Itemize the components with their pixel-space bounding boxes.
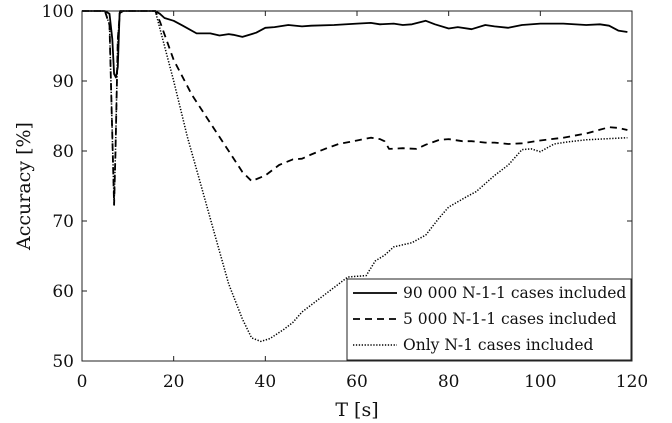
y-tick-label: 70 — [52, 212, 74, 232]
legend-label-1: 90 000 N-1-1 cases included — [403, 284, 626, 302]
x-axis-label: T [s] — [335, 399, 378, 421]
legend: 90 000 N-1-1 cases included 5 000 N-1-1 c… — [346, 278, 632, 361]
x-tick-label: 120 — [616, 372, 648, 392]
y-axis-label: Accuracy [%] — [13, 122, 35, 251]
y-tick-label: 50 — [52, 352, 74, 372]
y-tick-label: 100 — [42, 2, 74, 22]
y-tick-label: 90 — [52, 72, 74, 92]
series-line-1 — [82, 10, 628, 79]
labels-layer: 0 20 40 60 80 100 120 50 60 70 80 90 100 — [42, 2, 649, 392]
x-tick-label: 0 — [77, 372, 88, 392]
x-tick-label: 100 — [524, 372, 556, 392]
x-tick-label: 40 — [255, 372, 277, 392]
y-tick-label: 60 — [52, 282, 74, 302]
x-tick-label: 60 — [346, 372, 368, 392]
x-tick-label: 20 — [163, 372, 185, 392]
legend-label-2: 5 000 N-1-1 cases included — [403, 310, 617, 328]
series-line-2 — [82, 10, 628, 206]
y-tick-label: 80 — [52, 142, 74, 162]
x-tick-label: 80 — [438, 372, 460, 392]
legend-label-3: Only N-1 cases included — [403, 336, 594, 354]
